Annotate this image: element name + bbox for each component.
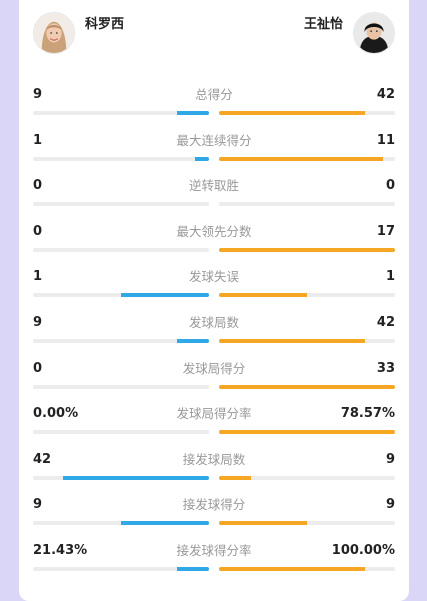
left-bar-track: [33, 111, 209, 115]
right-value: 78.57%: [340, 406, 395, 422]
stat-label: 发球局得分率: [176, 406, 252, 422]
right-bar-fill: [219, 111, 366, 115]
stats-list: 9 总得分 42 1 最大连续得分 11 0 逆转取胜 0 0 最大领先分数 17 1 发球失误 1 9 发球局…: [33, 82, 395, 584]
right-bar-track: [219, 430, 395, 435]
right-value: 33: [376, 360, 395, 376]
match-stats-card: 科罗西 王祉怡 9 总得分 42 1 最大连续得分 11 0 逆转取胜 0 0 最大领先分数 17 1 发…: [19, 0, 409, 601]
left-value: 0: [33, 178, 43, 194]
right-value: 0: [385, 178, 395, 194]
left-bar-fill: [194, 156, 209, 161]
left-bar-fill: [177, 111, 209, 115]
right-bar-fill: [219, 293, 307, 298]
right-bar-fill: [219, 156, 383, 161]
right-bar-fill: [219, 247, 395, 252]
right-value: 9: [385, 497, 395, 513]
right-value: 9: [385, 451, 395, 467]
left-value: 0.00%: [33, 406, 79, 422]
stat-row: 0 发球局得分 33: [33, 356, 395, 402]
left-value: 9: [33, 314, 43, 330]
right-value: 42: [376, 314, 395, 330]
stat-row: 0 最大领先分数 17: [33, 219, 395, 265]
left-bar-track: [33, 202, 209, 207]
right-bar-track: [219, 521, 395, 526]
stat-label: 接发球局数: [182, 451, 246, 467]
left-bar-track: [33, 521, 209, 526]
left-bar-track: [33, 475, 209, 480]
stat-row: 0 逆转取胜 0: [33, 173, 395, 219]
stat-row: 0.00% 发球局得分率 78.57%: [33, 401, 395, 447]
right-bar-fill: [219, 384, 395, 389]
left-value: 42: [33, 451, 52, 467]
left-player[interactable]: 科罗西: [33, 12, 124, 54]
right-player-avatar-icon: [353, 12, 395, 54]
right-bar-track: [219, 338, 395, 343]
left-bar-fill: [177, 338, 209, 343]
stat-row: 1 发球失误 1: [33, 264, 395, 310]
left-bar-track: [33, 338, 209, 343]
right-bar-fill: [219, 566, 366, 571]
stat-row: 9 接发球得分 9: [33, 492, 395, 538]
stat-row: 42 接发球局数 9: [33, 447, 395, 493]
left-bar-track: [33, 156, 209, 161]
right-bar-track: [219, 156, 395, 161]
stat-label: 发球失误: [188, 269, 239, 285]
right-value: 17: [376, 223, 395, 239]
right-bar-track: [219, 384, 395, 389]
right-value: 100.00%: [331, 542, 395, 558]
right-player[interactable]: 王祉怡: [304, 12, 395, 54]
left-bar-track: [33, 566, 209, 571]
right-player-name: 王祉怡: [303, 16, 343, 32]
left-value: 9: [33, 87, 43, 102]
right-bar-track: [219, 293, 395, 298]
left-bar-fill: [121, 521, 209, 526]
right-bar-fill: [219, 521, 307, 526]
right-bar-track: [219, 475, 395, 480]
left-value: 1: [33, 132, 43, 148]
stat-label: 发球局数: [188, 314, 239, 330]
left-value: 21.43%: [33, 542, 88, 558]
stat-row: 9 总得分 42: [33, 82, 395, 128]
left-value: 9: [33, 497, 43, 513]
stat-row: 1 最大连续得分 11: [33, 128, 395, 174]
right-bar-fill: [219, 430, 395, 435]
stat-label: 接发球得分: [182, 497, 246, 513]
right-bar-track: [219, 247, 395, 252]
left-bar-track: [33, 247, 209, 252]
right-bar-track: [219, 566, 395, 571]
left-value: 0: [33, 360, 43, 376]
left-bar-fill: [62, 475, 209, 480]
left-bar-track: [33, 384, 209, 389]
left-player-name: 科罗西: [85, 16, 125, 32]
right-value: 11: [376, 132, 395, 148]
stat-label: 逆转取胜: [188, 178, 239, 194]
right-bar-track: [219, 202, 395, 207]
stat-label: 接发球得分率: [176, 542, 252, 558]
right-value: 42: [376, 87, 395, 102]
right-value: 1: [385, 269, 395, 285]
left-bar-track: [33, 430, 209, 435]
stat-row: 9 发球局数 42: [33, 310, 395, 356]
left-value: 0: [33, 223, 43, 239]
right-bar-fill: [219, 475, 251, 480]
left-bar-track: [33, 293, 209, 298]
right-bar-fill: [219, 338, 366, 343]
right-bar-track: [219, 111, 395, 115]
stat-label: 最大领先分数: [176, 223, 252, 239]
left-bar-fill: [177, 566, 209, 571]
left-bar-fill: [121, 293, 209, 298]
stat-label: 最大连续得分: [176, 132, 252, 148]
left-value: 1: [33, 269, 43, 285]
stat-label: 发球局得分: [182, 360, 246, 376]
left-player-avatar-icon: [33, 12, 75, 54]
stat-label: 总得分: [195, 87, 233, 102]
stat-row: 21.43% 接发球得分率 100.00%: [33, 538, 395, 584]
